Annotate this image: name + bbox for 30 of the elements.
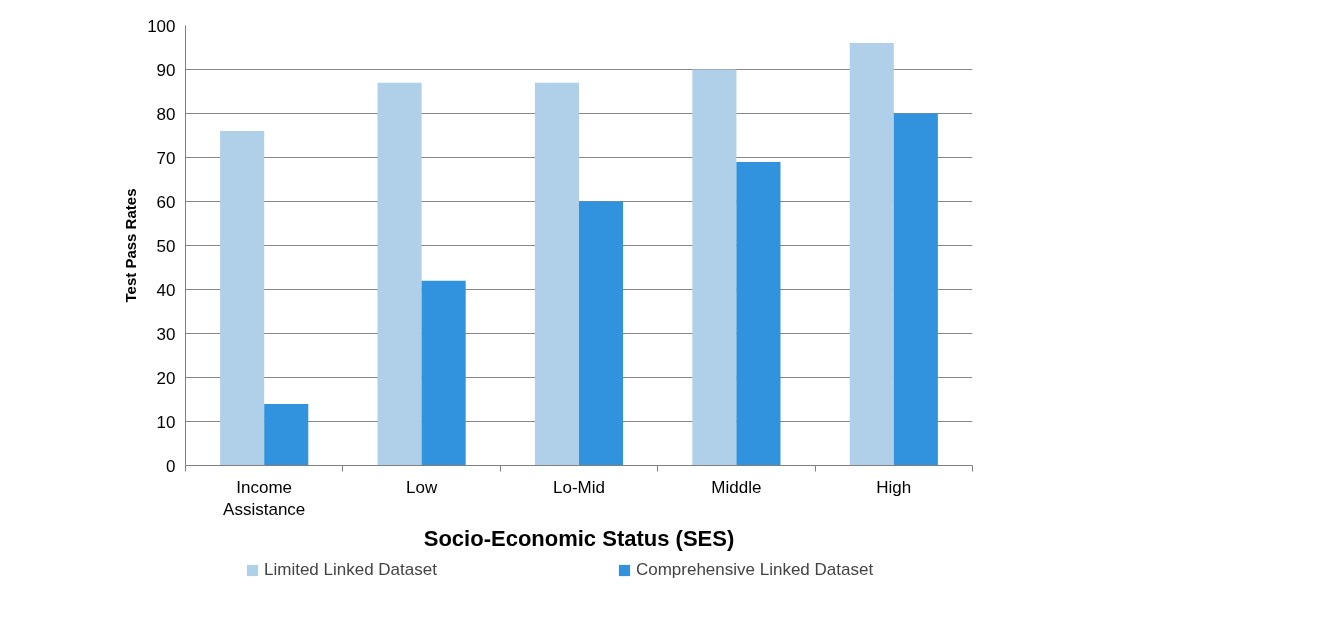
- bar: [534, 82, 579, 466]
- y-tick-label: 80: [156, 104, 176, 124]
- bar: [579, 201, 624, 466]
- x-tick-label: Lo-Mid: [553, 477, 605, 497]
- bar: [421, 280, 466, 466]
- bar: [692, 69, 737, 466]
- x-tick-label: High: [876, 477, 912, 497]
- x-axis-title: Socio-Economic Status (SES): [423, 526, 735, 552]
- x-tick-label: Income Assistance: [223, 477, 306, 520]
- y-tick-label: 0: [166, 456, 176, 476]
- bar: [264, 403, 309, 466]
- bar: [220, 131, 265, 466]
- y-tick-label: 100: [147, 16, 176, 36]
- bar: [849, 43, 894, 466]
- y-axis-title: Test Pass Rates: [122, 188, 140, 303]
- y-tick-label: 60: [156, 192, 176, 212]
- y-tick-label: 10: [156, 412, 176, 432]
- legend-label: Comprehensive Linked Dataset: [635, 560, 874, 580]
- y-tick-label: 90: [156, 60, 176, 80]
- bar: [736, 161, 781, 466]
- y-tick-label: 30: [156, 324, 176, 344]
- y-tick-label: 20: [156, 368, 176, 388]
- x-tick-label: Middle: [711, 477, 762, 497]
- legend-label: Limited Linked Dataset: [264, 560, 437, 580]
- y-tick-label: 70: [156, 148, 176, 168]
- x-tick-label: Low: [406, 477, 438, 497]
- bar: [893, 113, 938, 466]
- bar: [377, 82, 422, 466]
- y-tick-label: 50: [156, 236, 176, 256]
- y-tick-label: 40: [156, 280, 176, 300]
